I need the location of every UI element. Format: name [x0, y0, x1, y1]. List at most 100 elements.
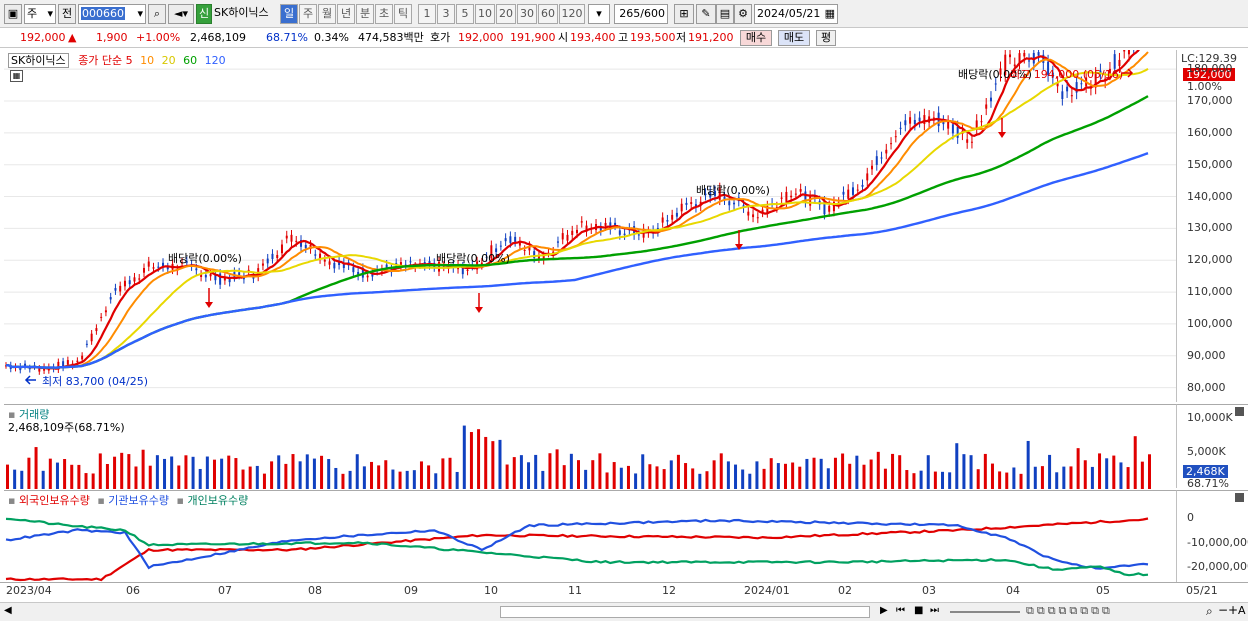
- volume-bar: [1012, 467, 1016, 489]
- candle-body: [247, 269, 250, 272]
- candle-body: [766, 206, 769, 213]
- candle-body: [671, 214, 674, 220]
- high-label: 고: [618, 31, 629, 44]
- volume-bar: [962, 454, 966, 489]
- minute-20[interactable]: 20: [496, 4, 516, 24]
- stop-icon[interactable]: ■: [914, 605, 924, 616]
- volume-bar: [120, 452, 124, 489]
- tab-tick[interactable]: 틱: [394, 4, 412, 24]
- candle-body: [1075, 82, 1078, 93]
- candle-body: [704, 193, 707, 196]
- ma-5-label: 5: [125, 54, 133, 67]
- candle-body: [966, 139, 969, 143]
- candle-body: [90, 333, 93, 342]
- volume-bar: [1083, 460, 1087, 489]
- minute-5[interactable]: 5: [456, 4, 474, 24]
- volume-bar: [869, 459, 873, 489]
- last-icon[interactable]: ⏭: [930, 605, 939, 616]
- tab-year[interactable]: 년: [337, 4, 355, 24]
- candle-body: [181, 262, 184, 264]
- font-icon[interactable]: A: [1238, 604, 1246, 617]
- x-axis: [0, 582, 1248, 602]
- tab-second[interactable]: 초: [375, 4, 393, 24]
- volume-bar: [776, 463, 780, 489]
- volume-bar: [719, 453, 723, 489]
- x-label: 07: [218, 584, 232, 597]
- save-icon[interactable]: ▤: [716, 4, 734, 24]
- minute-10[interactable]: 10: [475, 4, 495, 24]
- candle-body: [728, 201, 731, 206]
- zoom-slider[interactable]: [950, 611, 1020, 613]
- eval-button[interactable]: 평: [816, 30, 836, 46]
- chart-menu-icon[interactable]: ▣: [4, 4, 22, 24]
- zoom-in-icon[interactable]: ⌕: [1206, 604, 1213, 618]
- tab-month[interactable]: 월: [318, 4, 336, 24]
- volume-bar: [212, 459, 216, 489]
- chart-scrollbar[interactable]: ◀ ▶ ⏮ ■ ⏭ ⧉⧉⧉⧉⧉⧉⧉⧉ ⌕ − + A: [0, 602, 1248, 621]
- candle-body: [133, 277, 136, 282]
- candle-body: [733, 202, 736, 205]
- candle-body: [923, 115, 926, 125]
- display-count-input[interactable]: 265/600: [614, 4, 668, 24]
- individual-holder-label: 개인보유수량: [187, 494, 249, 507]
- candle-body: [338, 260, 341, 266]
- minute-1[interactable]: 1: [418, 4, 436, 24]
- first-icon[interactable]: ⏮: [896, 605, 905, 616]
- volume-bar: [105, 463, 109, 489]
- plus-icon[interactable]: +: [1228, 603, 1239, 617]
- close-panel-icon[interactable]: [1235, 493, 1244, 502]
- volume-bar: [469, 432, 473, 489]
- date-input[interactable]: 2024/05/21 ▦: [754, 4, 838, 24]
- price-chart-panel[interactable]: SK하이닉스 종가 단순 5 10 20 60 120 ▦ 배당락(0.00%)…: [4, 50, 1176, 402]
- volume-bar: [948, 472, 952, 489]
- tab-day[interactable]: 일: [280, 4, 298, 24]
- tab-week[interactable]: 주: [299, 4, 317, 24]
- prev-button[interactable]: 전: [58, 4, 76, 24]
- draw-tool-icon[interactable]: ✎: [696, 4, 716, 24]
- volume-bar: [91, 473, 95, 489]
- gear-icon[interactable]: ⚙: [734, 4, 752, 24]
- search-icon[interactable]: ⌕: [148, 4, 166, 24]
- stock-code-input[interactable]: 000660 ▾: [78, 4, 146, 24]
- dividend-arrowhead: [475, 307, 483, 313]
- holder-panel[interactable]: ▪ 외국인보유수량 ▪ 기관보유수량 ▪ 개인보유수량: [4, 490, 1176, 582]
- price-tick: 130,000: [1187, 221, 1233, 235]
- candle-body: [261, 263, 264, 266]
- chart-type-icon[interactable]: ⊞: [674, 4, 694, 24]
- minute-3[interactable]: 3: [437, 4, 455, 24]
- up-arrow-icon: ▲: [68, 31, 77, 44]
- minute-60[interactable]: 60: [538, 4, 558, 24]
- candle-body: [219, 273, 222, 285]
- candle-body: [913, 119, 916, 125]
- x-label: 09: [404, 584, 418, 597]
- candle-body: [866, 173, 869, 181]
- x-label: 03: [922, 584, 936, 597]
- period-select[interactable]: 주 ▾: [24, 4, 56, 24]
- candle-body: [528, 246, 531, 251]
- tab-minute[interactable]: 분: [356, 4, 374, 24]
- minute-120[interactable]: 120: [559, 4, 585, 24]
- candle-body: [195, 268, 198, 271]
- scroll-left-icon[interactable]: ◀: [4, 605, 12, 616]
- scroll-thumb[interactable]: [500, 606, 870, 618]
- candle-body: [890, 143, 893, 145]
- candle-body: [285, 235, 288, 239]
- close-panel-icon[interactable]: [1235, 407, 1244, 416]
- volume-bar: [77, 464, 81, 489]
- trade-amount: 474,583백만: [358, 31, 424, 44]
- layout-icons[interactable]: ⧉⧉⧉⧉⧉⧉⧉⧉: [1026, 604, 1113, 617]
- candle-body: [1094, 73, 1097, 88]
- scroll-right-icon[interactable]: ▶: [880, 605, 888, 616]
- volume-y-axis: 10,000K 5,000K 2,468K 68.71%: [1176, 404, 1248, 490]
- quote-bar: 192,000 ▲ 1,900 +1.00% 2,468,109 68.71% …: [0, 28, 1248, 48]
- buy-button[interactable]: 매수: [740, 30, 772, 46]
- table-icon[interactable]: ▦: [10, 70, 23, 82]
- custom-period-select[interactable]: ▾: [588, 4, 610, 24]
- minute-30[interactable]: 30: [517, 4, 537, 24]
- minus-icon[interactable]: −: [1218, 603, 1229, 617]
- sell-button[interactable]: 매도: [778, 30, 810, 46]
- volume-bar: [241, 469, 245, 489]
- speaker-icon[interactable]: ◄▾: [168, 4, 194, 24]
- candle-body: [604, 222, 607, 226]
- volume-panel[interactable]: ▪ 거래량 2,468,109주(68.71%): [4, 404, 1176, 489]
